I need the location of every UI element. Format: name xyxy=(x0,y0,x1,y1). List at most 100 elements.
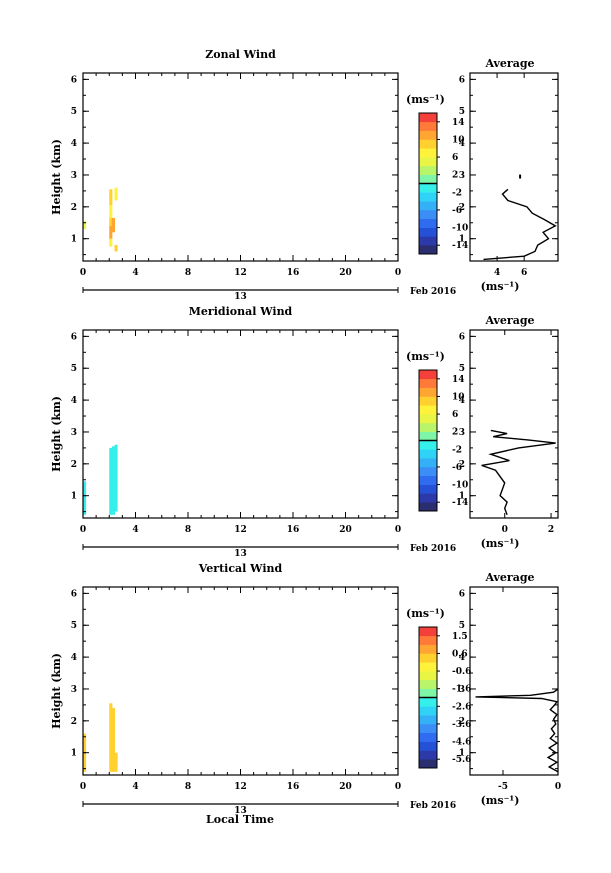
x-tick-label: 20 xyxy=(339,268,352,278)
date-label: Feb 2016 xyxy=(410,287,456,297)
y-tick-label: 2 xyxy=(71,203,77,213)
average-y-tick-label: 2 xyxy=(459,717,465,727)
colorbar-tick-label: -4.6 xyxy=(452,738,471,748)
colorbar-tick-label: -3.6 xyxy=(452,720,471,730)
colorbar-tick-label: 2 xyxy=(452,171,458,181)
y-tick-label: 2 xyxy=(71,717,77,727)
average-x-tick-label: 0 xyxy=(502,525,508,535)
colorbar-step xyxy=(419,466,437,477)
y-axis-label: Height (km) xyxy=(50,139,63,215)
average-y-tick-label: 1 xyxy=(459,492,465,502)
colorbar-step xyxy=(419,201,437,211)
colorbar-step xyxy=(419,148,437,158)
date-label: Feb 2016 xyxy=(410,801,456,811)
x-tick-label: 0 xyxy=(395,782,401,792)
y-tick-label: 6 xyxy=(71,75,77,85)
average-x-label: (ms⁻¹) xyxy=(481,280,520,293)
y-tick-label: 6 xyxy=(71,589,77,599)
x-tick-label: 0 xyxy=(395,268,401,278)
colorbar-step xyxy=(419,130,437,140)
average-y-tick-label: 3 xyxy=(459,685,465,695)
heatmap-cell xyxy=(111,446,115,515)
colorbar-tick-label: -1.6 xyxy=(452,685,471,695)
x-tick-label: 20 xyxy=(339,782,352,792)
x-tick-label: 0 xyxy=(80,782,86,792)
colorbar-step xyxy=(419,449,437,459)
colorbar-step xyxy=(419,113,437,123)
colorbar-step xyxy=(419,422,437,432)
average-frame xyxy=(469,72,559,262)
y-tick-label: 5 xyxy=(71,364,77,374)
x-tick-label: 16 xyxy=(287,268,300,278)
colorbar-step xyxy=(419,165,437,175)
x-axis-label: Local Time xyxy=(206,813,274,826)
heatmap-cell xyxy=(114,245,118,252)
colorbar-tick-label: 2 xyxy=(452,428,458,438)
average-y-tick-label: 1 xyxy=(459,749,465,759)
average-profile-line xyxy=(481,429,556,516)
colorbar-step xyxy=(419,139,437,149)
y-tick-label: 5 xyxy=(71,107,77,117)
x-tick-label: 12 xyxy=(234,268,247,278)
average-profile-line xyxy=(483,188,557,261)
date-bar-label: 13 xyxy=(234,292,247,302)
x-tick-label: 12 xyxy=(234,782,247,792)
heatmap-cell xyxy=(109,238,113,247)
colorbar-tick-label: 10 xyxy=(452,392,465,402)
heatmap-cell xyxy=(109,205,113,218)
heatmap-cell xyxy=(114,187,118,201)
x-tick-label: 8 xyxy=(185,525,191,535)
colorbar-tick-label: 6 xyxy=(452,153,458,163)
heatmap-cell xyxy=(109,217,113,226)
average-frame xyxy=(469,329,559,519)
x-tick-label: 0 xyxy=(80,268,86,278)
x-tick-label: 20 xyxy=(339,525,352,535)
colorbar-step xyxy=(419,396,437,406)
average-x-label: (ms⁻¹) xyxy=(481,537,520,550)
colorbar-step xyxy=(419,475,437,485)
colorbar-step xyxy=(419,378,437,388)
colorbar-step xyxy=(419,387,437,397)
colorbar-step xyxy=(419,227,437,237)
x-tick-label: 16 xyxy=(287,525,300,535)
colorbar-tick-label: 14 xyxy=(452,118,465,128)
colorbar-step xyxy=(419,723,437,734)
colorbar-step xyxy=(419,183,437,193)
average-y-tick-label: 4 xyxy=(459,396,465,406)
colorbar-tick-label: -0.6 xyxy=(452,667,471,677)
y-tick-label: 3 xyxy=(71,171,77,181)
date-label: Feb 2016 xyxy=(410,544,456,554)
y-tick-label: 4 xyxy=(71,396,77,406)
colorbar-tick-label: 6 xyxy=(452,410,458,420)
y-tick-label: 1 xyxy=(71,235,77,245)
colorbar-step xyxy=(419,750,437,760)
y-tick-label: 2 xyxy=(71,460,77,470)
colorbar-step xyxy=(419,679,437,689)
average-profile-line xyxy=(475,688,559,773)
colorbar-step xyxy=(419,458,437,468)
heatmap-cell xyxy=(114,444,118,512)
average-frame xyxy=(469,586,559,776)
average-title: Average xyxy=(484,571,534,584)
colorbar-tick-label: -6 xyxy=(452,463,462,473)
y-axis-label: Height (km) xyxy=(50,396,63,472)
colorbar-units: (ms⁻¹) xyxy=(406,93,445,106)
colorbar-step xyxy=(419,653,437,663)
colorbar-step xyxy=(419,405,437,415)
date-bar-label: 13 xyxy=(234,806,247,816)
average-y-tick-label: 5 xyxy=(459,107,465,117)
colorbar-step xyxy=(419,732,437,742)
colorbar-step xyxy=(419,218,437,228)
heatmap-cell xyxy=(111,217,115,233)
colorbar-step xyxy=(419,484,437,494)
y-tick-label: 1 xyxy=(71,749,77,759)
colorbar-step xyxy=(419,414,437,424)
x-tick-label: 8 xyxy=(185,268,191,278)
colorbar-units: (ms⁻¹) xyxy=(406,607,445,620)
y-tick-label: 1 xyxy=(71,492,77,502)
x-tick-label: 0 xyxy=(80,525,86,535)
y-tick-label: 5 xyxy=(71,621,77,631)
colorbar-step xyxy=(419,245,437,255)
